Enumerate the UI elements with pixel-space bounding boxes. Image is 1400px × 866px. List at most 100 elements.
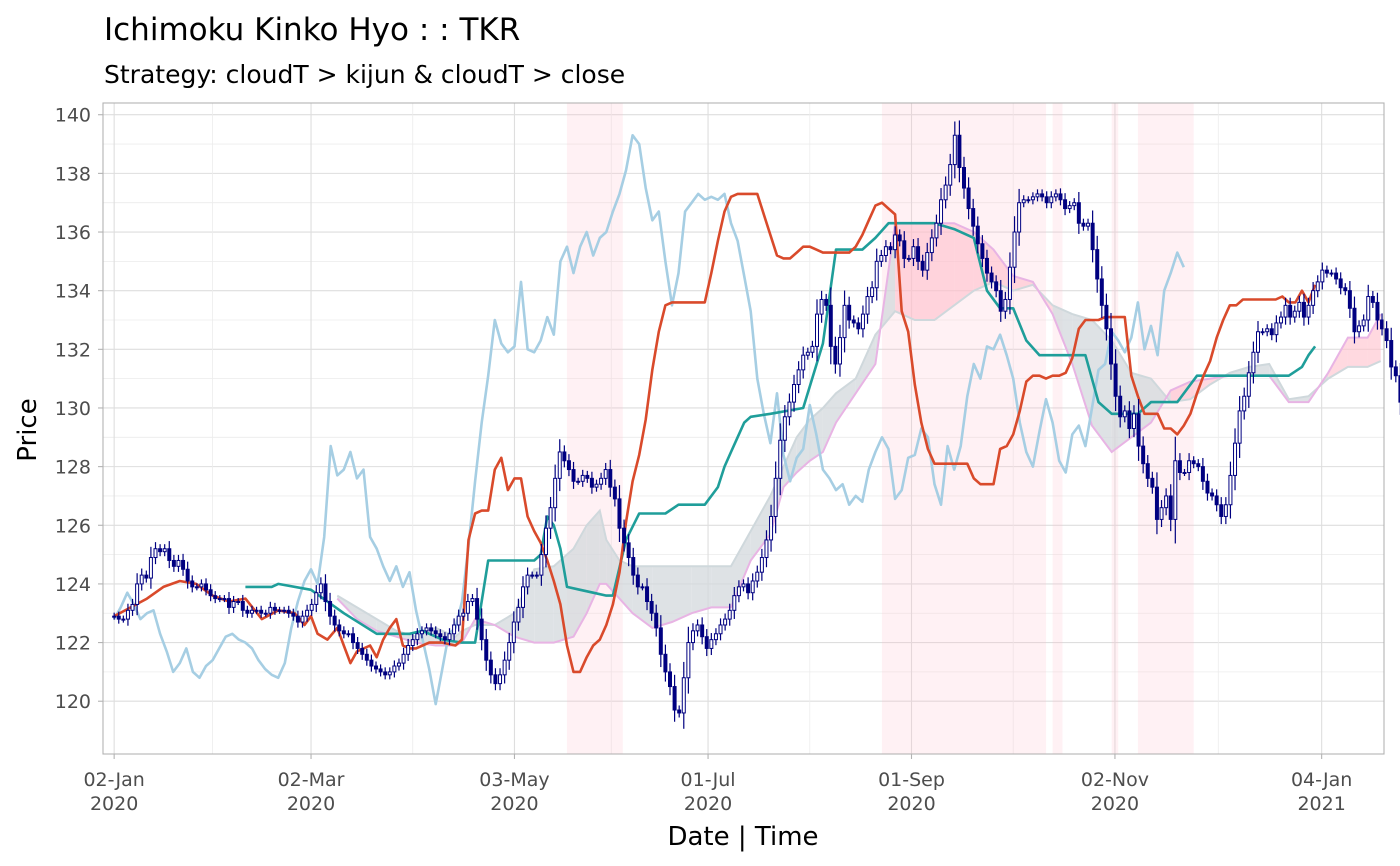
candle-body (566, 460, 571, 471)
candle-body (948, 164, 953, 186)
candle-body (700, 624, 705, 638)
candle-body (1375, 301, 1380, 321)
candle-body (369, 659, 374, 667)
candle-body (272, 606, 277, 611)
y-tick-label: 136 (55, 222, 91, 244)
cloud-segment (1151, 378, 1171, 423)
candle-body (1040, 193, 1045, 198)
candle-body (305, 609, 310, 617)
candle-body (181, 559, 186, 570)
candle-body (626, 542, 631, 559)
candle-body (971, 208, 976, 227)
cloud-segment (1367, 314, 1381, 367)
cloud-segment (573, 525, 587, 637)
candle-body (415, 633, 420, 641)
y-tick-label: 122 (55, 633, 91, 655)
candle-body (1338, 278, 1343, 289)
cloud-segment (376, 619, 397, 637)
cloud-segment (599, 510, 607, 584)
candle-body (916, 246, 921, 262)
candle-body (1086, 222, 1091, 227)
cloud-segment (1347, 337, 1368, 367)
candle-body (438, 633, 443, 638)
candle-body (1177, 460, 1182, 473)
candle-body (364, 653, 369, 661)
candle-body (1324, 269, 1329, 274)
candle-body (1058, 193, 1063, 201)
candle-body (511, 621, 516, 644)
candle-body (1352, 307, 1357, 333)
candle-body (631, 557, 636, 576)
candle-body (488, 659, 493, 676)
candle-body (410, 639, 415, 646)
candle-body (1159, 507, 1164, 520)
cloud-segment (1013, 276, 1033, 291)
candle-body (856, 322, 861, 330)
candle-body (286, 609, 291, 614)
cloud-segment (1190, 378, 1211, 400)
candle-body (980, 243, 985, 259)
candle-body (171, 559, 176, 567)
candle-body (1347, 290, 1352, 309)
candle-body (1173, 460, 1178, 520)
y-tick-label: 132 (55, 339, 91, 361)
candle-body (966, 187, 971, 210)
candle-body (130, 603, 135, 611)
candle-body (635, 574, 640, 588)
cloud-segment (750, 495, 771, 561)
candle-body (837, 337, 842, 365)
candle-body (1274, 322, 1279, 336)
candle-body (1320, 269, 1325, 283)
candle-body (870, 287, 875, 298)
candle-body (479, 618, 484, 641)
candle-body (1012, 231, 1017, 268)
candle-body (1113, 363, 1118, 397)
candle-body (732, 595, 737, 611)
candle-body (493, 674, 498, 685)
candle-body (681, 677, 686, 714)
x-axis-label: Date | Time (667, 822, 818, 852)
candle-body (507, 642, 512, 661)
candle-body (1205, 480, 1210, 494)
candle-body (516, 606, 521, 623)
y-tick-label: 134 (55, 281, 91, 303)
candle-body (677, 709, 682, 714)
candle-body (599, 477, 604, 485)
cloud-segment (731, 531, 751, 608)
candle-body (190, 580, 195, 588)
candle-body (640, 586, 645, 589)
candle-body (204, 583, 209, 591)
candle-body (217, 598, 222, 601)
ichimoku-cloud (336, 222, 1382, 647)
candle-body (801, 354, 806, 371)
candle-body (332, 615, 337, 626)
candle-body (1343, 287, 1348, 292)
x-tick-year-label: 2021 (1297, 793, 1345, 815)
candle-body (612, 486, 617, 500)
candle-body (1187, 460, 1192, 473)
candle-body (254, 609, 259, 612)
candle-body (1269, 328, 1274, 336)
candle-body (902, 240, 907, 259)
candle-body (498, 674, 503, 685)
cloud-segment (553, 548, 574, 643)
candle-body (539, 554, 544, 576)
candle-body (645, 586, 650, 603)
candle-body (1256, 331, 1260, 353)
candle-body (1191, 460, 1196, 465)
cloud-segment (822, 393, 836, 452)
candle-body (548, 507, 553, 529)
candle-body (162, 548, 167, 553)
candle-body (346, 633, 351, 636)
candle-body (318, 583, 323, 594)
candle-body (392, 665, 397, 673)
strategy-period (566, 103, 623, 754)
cloud-segment (855, 334, 876, 394)
candle-body (1076, 202, 1081, 224)
candle-body (424, 627, 429, 632)
y-axis-label: Price (13, 398, 43, 461)
candle-body (727, 609, 732, 620)
candle-body (1384, 328, 1389, 342)
candle-body (429, 627, 434, 632)
candle-body (939, 199, 944, 224)
